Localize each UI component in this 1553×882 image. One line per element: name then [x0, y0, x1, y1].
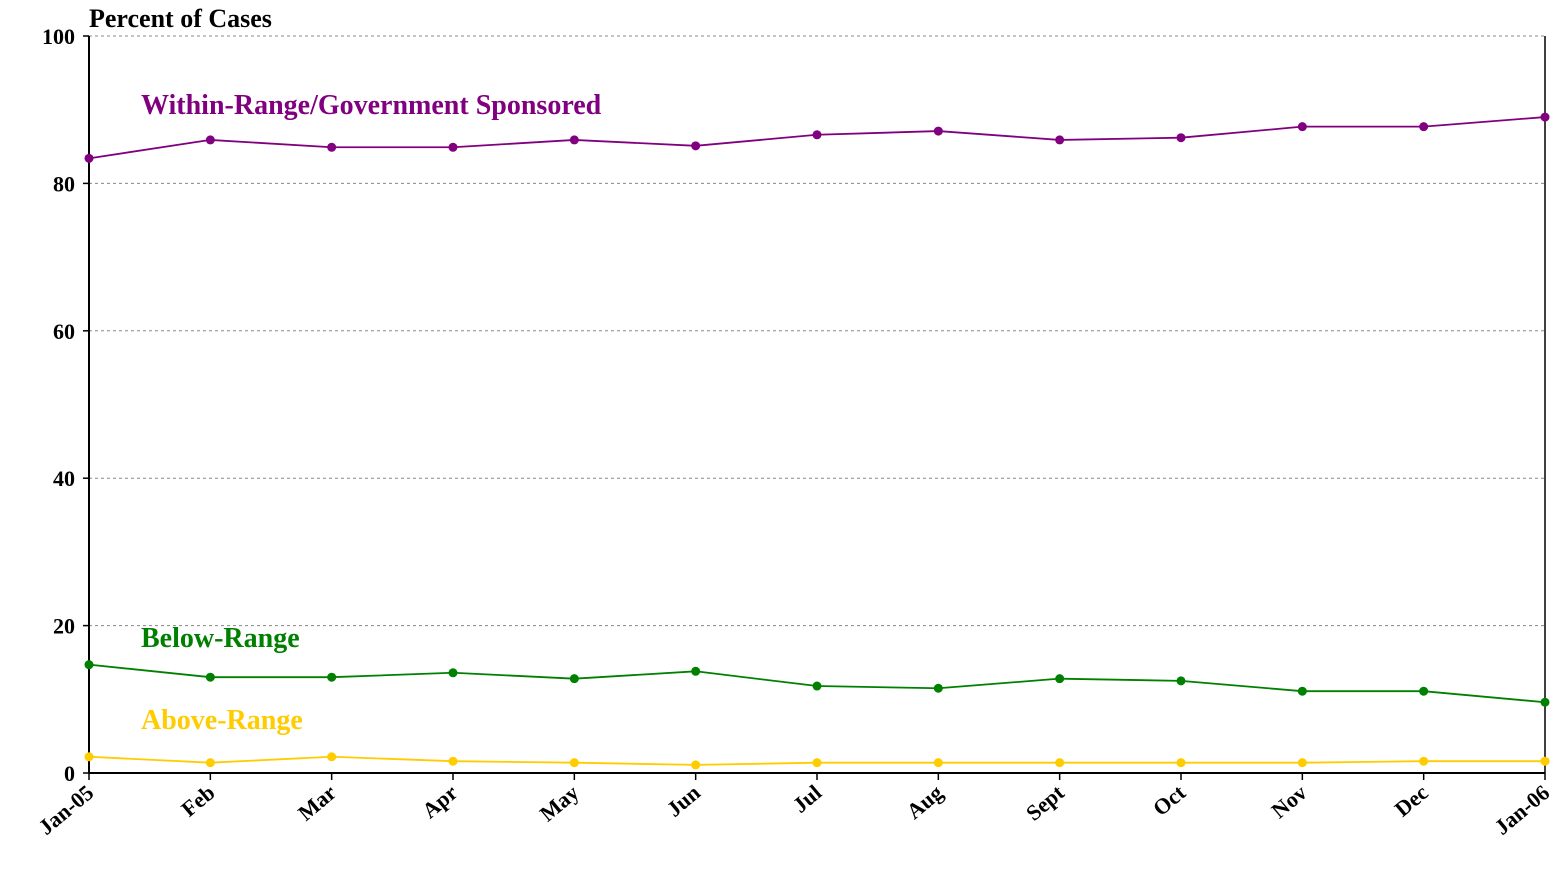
x-tick-label: Feb [176, 780, 219, 822]
x-tick-label: Jan-06 [1489, 780, 1553, 840]
data-point [327, 672, 337, 682]
data-point [327, 752, 337, 762]
x-tick-label: Sept [1021, 779, 1069, 825]
x-tick-label: Dec [1390, 780, 1433, 822]
data-point [1176, 676, 1186, 686]
data-point [84, 752, 94, 762]
data-point [933, 683, 943, 693]
data-point [1419, 686, 1429, 696]
data-point [1176, 758, 1186, 768]
data-point [84, 153, 94, 163]
data-point [205, 672, 215, 682]
y-tick-label: 20 [53, 614, 75, 639]
data-point [691, 666, 701, 676]
data-point [448, 668, 458, 678]
y-tick-label: 40 [53, 466, 75, 491]
data-point [84, 660, 94, 670]
x-tick-label: Aug [902, 780, 948, 824]
data-point [1297, 686, 1307, 696]
data-point [1055, 674, 1065, 684]
x-tick-label: Nov [1266, 780, 1311, 824]
data-point [569, 135, 579, 145]
data-point [691, 760, 701, 770]
data-point [691, 141, 701, 151]
data-point [812, 758, 822, 768]
y-tick-label: 100 [42, 24, 75, 49]
data-point [569, 674, 579, 684]
x-tick-label: Oct [1148, 779, 1191, 821]
y-tick-label: 80 [53, 171, 75, 196]
data-point [933, 758, 943, 768]
data-point [1176, 133, 1186, 143]
data-point [1540, 756, 1550, 766]
data-point [812, 130, 822, 140]
data-point [812, 681, 822, 691]
x-tick-label: Mar [293, 780, 341, 826]
data-point [327, 142, 337, 152]
data-point [1540, 697, 1550, 707]
data-point [1419, 756, 1429, 766]
series-label: Above-Range [141, 705, 303, 736]
data-point [1419, 122, 1429, 132]
data-point [1297, 758, 1307, 768]
x-tick-label: May [535, 780, 584, 827]
x-tick-label: Jun [662, 780, 705, 822]
x-tick-label: Jul [788, 780, 827, 818]
data-point [1540, 112, 1550, 122]
y-axis-label: Percent of Cases [89, 4, 272, 33]
x-tick-label: Jan-05 [33, 780, 98, 840]
series-label: Below-Range [141, 623, 300, 654]
y-tick-label: 60 [53, 319, 75, 344]
y-tick-label: 0 [64, 761, 75, 786]
data-point [1055, 758, 1065, 768]
data-point [448, 756, 458, 766]
data-point [1297, 122, 1307, 132]
data-point [205, 135, 215, 145]
x-tick-label: Apr [417, 780, 462, 824]
data-point [569, 758, 579, 768]
data-point [933, 126, 943, 136]
data-point [448, 142, 458, 152]
series-label: Within-Range/Government Sponsored [141, 90, 602, 121]
data-point [1055, 135, 1065, 145]
data-point [205, 758, 215, 768]
